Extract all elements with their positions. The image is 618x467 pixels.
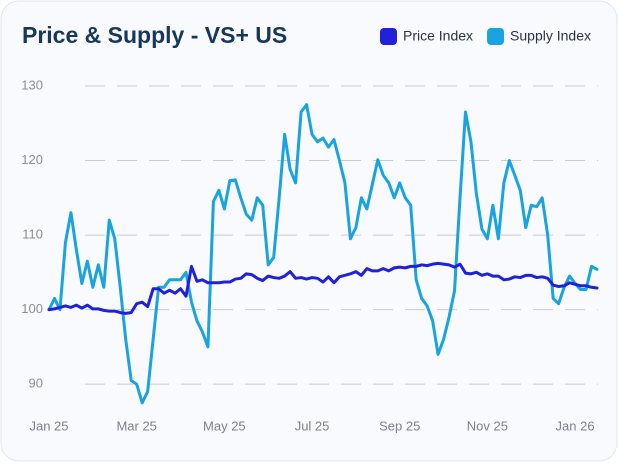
series-line — [47, 103, 599, 405]
x-tick-label: Jul 25 — [295, 418, 330, 433]
y-tick-label: 90 — [29, 376, 43, 391]
y-tick-label: 120 — [21, 152, 43, 167]
legend-swatch — [380, 28, 397, 45]
series-line — [47, 261, 599, 315]
y-tick-label: 100 — [21, 301, 43, 316]
legend-label: Price Index — [403, 28, 473, 44]
x-tick-label: Sep 25 — [379, 418, 420, 433]
x-tick-label: May 25 — [203, 418, 246, 433]
x-tick-label: Nov 25 — [467, 418, 508, 433]
legend-swatch — [487, 28, 505, 45]
legend-label: Supply Index — [510, 28, 591, 44]
y-tick-label: 110 — [22, 227, 43, 242]
x-tick-label: Mar 25 — [116, 418, 156, 433]
x-tick-label: Jan 26 — [556, 418, 595, 433]
chart-title: Price & Supply - VS+ US — [22, 22, 287, 48]
y-tick-label: 130 — [21, 77, 43, 92]
x-tick-label: Jan 25 — [29, 418, 68, 433]
